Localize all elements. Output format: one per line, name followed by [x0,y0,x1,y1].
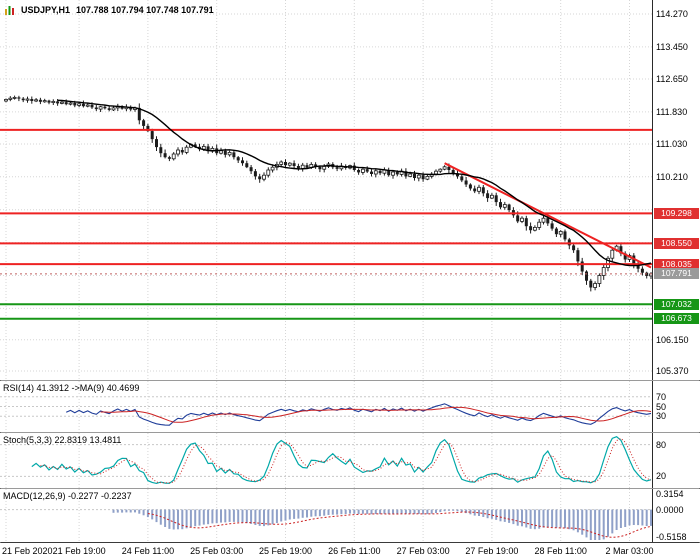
macd-panel[interactable]: MACD(12,26,9) -0.2277 -0.2237 [0,489,652,542]
stochastic-panel[interactable]: Stoch(5,3,3) 22.8319 13.4811 [0,433,652,488]
panel-divider[interactable] [0,380,700,381]
stochastic-axis-label: 80 [656,439,667,450]
price-chart[interactable]: USDJPY,H1 107.788 107.794 107.748 107.79… [0,0,652,380]
time-axis-label: 21 Feb 19:00 [52,546,106,556]
price-axis-label: 110.210 [656,171,688,182]
rsi-canvas [0,381,652,432]
time-axis-label: 2 Mar 03:00 [605,546,654,556]
rsi-axis-label: 30 [656,411,667,422]
candlestick-canvas [0,0,652,380]
price-axis-label: 111.830 [656,106,688,117]
time-axis-label: 27 Feb 03:00 [396,546,450,556]
stochastic-canvas [0,433,652,488]
price-level-badge: 108.550 [654,237,699,249]
price-axis-label: 114.270 [656,9,688,19]
price-level-badge: 107.032 [654,298,699,310]
main-chart-row: USDJPY,H1 107.788 107.794 107.748 107.79… [0,0,700,380]
time-axis-label: 27 Feb 19:00 [465,546,519,556]
time-axis-label: 28 Feb 11:00 [534,546,587,556]
time-axis-label: 24 Feb 11:00 [121,546,175,556]
price-level-badge: 108.035 [654,258,699,270]
rsi-panel[interactable]: RSI(14) 41.3912 ->MA(9) 40.4699 [0,381,652,432]
stochastic-row: Stoch(5,3,3) 22.8319 13.4811 80 20 [0,433,700,488]
time-axis-label: 21 Feb 2020 [2,546,53,556]
chart-icon [5,5,15,15]
macd-axis: 0.3154 0.0000 -0.5158 [652,489,700,542]
time-axis-label: 25 Feb 19:00 [258,546,313,556]
rsi-axis-label: 50 [656,401,667,412]
price-level-badge: 107.791 [654,268,699,280]
chart-header: USDJPY,H1 107.788 107.794 107.748 107.79… [5,5,214,15]
ohlc-quotes: 107.788 107.794 107.748 107.791 [76,5,214,15]
time-axis-label: 26 Feb 11:00 [328,546,381,556]
symbol-timeframe-label: USDJPY,H1 [21,5,71,15]
macd-axis-label: 0.0000 [656,504,684,515]
price-axis-label: 111.030 [656,138,688,149]
stochastic-axis: 80 20 [652,433,700,488]
panel-divider[interactable] [0,488,700,489]
price-level-badge: 106.673 [654,313,699,325]
price-level-badge: 109.298 [654,207,699,219]
stochastic-indicator-label: Stoch(5,3,3) 22.8319 13.4811 [3,435,122,445]
price-axis-label: 105.370 [656,365,689,376]
stochastic-axis-label: 20 [656,471,667,482]
price-axis-label: 112.650 [656,73,688,84]
time-axis-label: 25 Feb 03:00 [190,546,244,556]
macd-axis-label: 0.3154 [656,489,684,499]
macd-row: MACD(12,26,9) -0.2277 -0.2237 0.3154 0.00… [0,489,700,542]
macd-axis-label: -0.5158 [656,532,687,542]
rsi-indicator-label: RSI(14) 41.3912 ->MA(9) 40.4699 [3,383,140,393]
rsi-row: RSI(14) 41.3912 ->MA(9) 40.4699 70 50 30 [0,381,700,432]
time-axis-divider [0,542,700,543]
price-axis-label: 106.150 [656,334,689,345]
rsi-axis-label: 70 [656,391,667,402]
macd-canvas [0,489,652,542]
price-axis-label: 113.450 [656,41,688,52]
rsi-axis: 70 50 30 [652,381,700,432]
macd-indicator-label: MACD(12,26,9) -0.2277 -0.2237 [3,491,132,501]
time-axis[interactable]: 21 Feb 2020 21 Feb 19:00 24 Feb 11:00 25 Fe… [0,543,700,560]
price-axis[interactable]: 114.270 113.450 112.650 111.830 111.030 110.2… [652,0,700,380]
panel-divider[interactable] [0,432,700,433]
